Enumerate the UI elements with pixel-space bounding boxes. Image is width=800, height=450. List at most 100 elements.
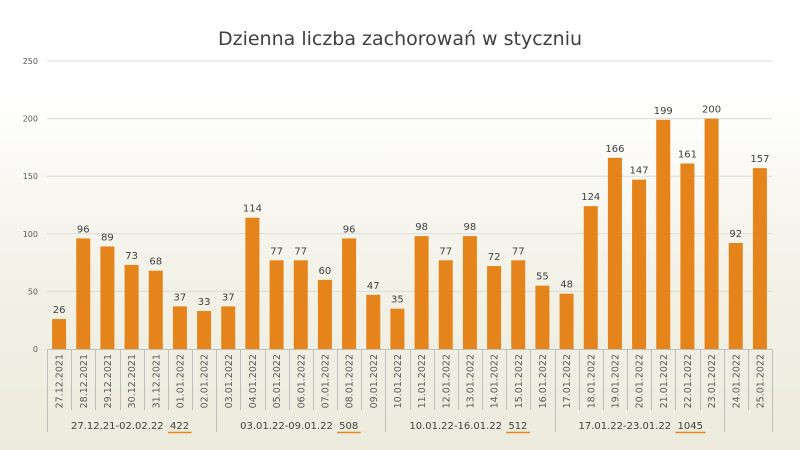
data-label: 72 [488, 252, 501, 263]
bar [559, 293, 574, 349]
x-tick-label: 05.01.2022 [272, 354, 283, 408]
bar [680, 163, 695, 349]
x-tick-label: 02.01.2022 [200, 354, 211, 408]
data-label: 77 [512, 246, 525, 257]
data-label: 35 [391, 295, 404, 306]
bar [148, 270, 163, 349]
x-tick-label: 22.01.2022 [683, 354, 694, 408]
bar [76, 238, 91, 349]
data-label: 124 [581, 192, 600, 203]
x-tick-label: 08.01.2022 [345, 354, 356, 408]
bar [197, 310, 212, 349]
y-tick-label: 150 [23, 172, 38, 181]
x-tick-label: 16.01.2022 [538, 354, 549, 408]
group-label: 27.12.21-02.02.22 [71, 421, 164, 432]
x-tick-label: 13.01.2022 [465, 354, 476, 408]
bar [487, 266, 502, 349]
data-label: 68 [149, 257, 162, 268]
data-label: 157 [750, 154, 769, 165]
group-label: 17.01.22-23.01.22 [579, 421, 672, 432]
x-tick-label: 27.12.2021 [55, 354, 66, 408]
bar [728, 243, 743, 349]
x-tick-label: 21.01.2022 [659, 354, 670, 408]
data-label: 55 [536, 272, 549, 283]
bar [438, 260, 453, 349]
y-tick-label: 0 [33, 345, 38, 354]
bar [632, 179, 647, 349]
x-tick-label: 20.01.2022 [635, 354, 646, 408]
bar [221, 306, 236, 349]
data-label: 60 [319, 266, 332, 277]
x-tick-label: 10.01.2022 [393, 354, 404, 408]
bar [293, 260, 308, 349]
data-label: 37 [222, 292, 235, 303]
data-label: 98 [415, 222, 428, 233]
data-label: 37 [174, 292, 187, 303]
x-tick-label: 28.12.2021 [79, 354, 90, 408]
bar [704, 118, 719, 349]
x-tick-label: 12.01.2022 [441, 354, 452, 408]
x-tick-label: 15.01.2022 [514, 354, 525, 408]
bar [390, 308, 405, 349]
bar [414, 236, 429, 349]
bar [317, 279, 332, 349]
group-label: 03.01.22-09.01.22 [240, 421, 333, 432]
group-label: 10.01.22-16.01.22 [409, 421, 502, 432]
data-label: 96 [343, 224, 356, 235]
bar [366, 294, 381, 349]
bar [172, 306, 187, 349]
bar [535, 285, 550, 349]
x-tick-label: 30.12.2021 [127, 354, 138, 408]
x-tick-label: 31.12.2021 [151, 354, 162, 408]
y-tick-label: 100 [23, 230, 38, 239]
data-label: 77 [270, 246, 283, 257]
x-tick-label: 06.01.2022 [296, 354, 307, 408]
bar [752, 168, 767, 349]
data-label: 114 [243, 204, 262, 215]
x-tick-label: 17.01.2022 [562, 354, 573, 408]
data-label: 77 [294, 246, 307, 257]
group-total: 512 [508, 421, 527, 432]
bar [462, 236, 477, 349]
bar [656, 119, 671, 349]
bar [269, 260, 284, 349]
group-total: 422 [170, 421, 189, 432]
x-tick-label: 23.01.2022 [707, 354, 718, 408]
bar [511, 260, 526, 349]
x-tick-label: 09.01.2022 [369, 354, 380, 408]
x-tick-label: 04.01.2022 [248, 354, 259, 408]
data-label: 73 [125, 251, 138, 262]
data-label: 77 [439, 246, 452, 257]
data-label: 161 [678, 150, 697, 161]
data-label: 33 [198, 297, 211, 308]
x-tick-label: 24.01.2022 [731, 354, 742, 408]
data-label: 98 [464, 222, 477, 233]
data-label: 47 [367, 281, 380, 292]
data-label: 92 [729, 229, 742, 240]
data-label: 26 [53, 305, 66, 316]
bar [583, 206, 598, 349]
data-label: 200 [702, 105, 721, 116]
x-tick-label: 14.01.2022 [490, 354, 501, 408]
group-total: 1045 [678, 421, 703, 432]
group-total: 508 [339, 421, 358, 432]
data-label: 166 [605, 144, 624, 155]
x-tick-label: 01.01.2022 [175, 354, 186, 408]
bar [342, 238, 357, 349]
y-tick-label: 200 [23, 115, 38, 124]
data-label: 48 [560, 280, 573, 291]
bar [52, 319, 67, 349]
y-tick-label: 250 [23, 57, 38, 66]
x-tick-label: 03.01.2022 [224, 354, 235, 408]
x-tick-label: 11.01.2022 [417, 354, 428, 408]
data-label: 147 [630, 166, 649, 177]
y-tick-label: 50 [28, 287, 38, 296]
data-label: 89 [101, 232, 114, 243]
x-tick-label: 18.01.2022 [586, 354, 597, 408]
bar [607, 157, 622, 349]
x-tick-label: 29.12.2021 [103, 354, 114, 408]
data-label: 199 [654, 106, 673, 117]
bar [100, 246, 115, 349]
x-tick-label: 25.01.2022 [755, 354, 766, 408]
